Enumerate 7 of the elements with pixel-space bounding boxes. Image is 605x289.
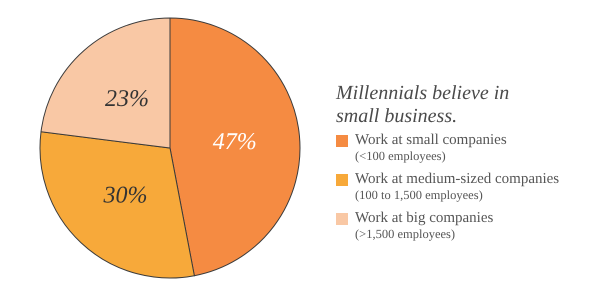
data-label: 30% — [102, 182, 148, 208]
data-label: 47% — [212, 128, 257, 155]
legend-label: Work at big companies (>1,500 employees) — [355, 210, 494, 242]
data-label: 23% — [105, 86, 150, 112]
text: Millennials believe in small business. — [336, 82, 510, 128]
legend-label: Work at small companies (<100 employees) — [355, 132, 507, 164]
legend-label: Work at medium-sized companies (100 to 1,500 employees) — [355, 171, 560, 203]
